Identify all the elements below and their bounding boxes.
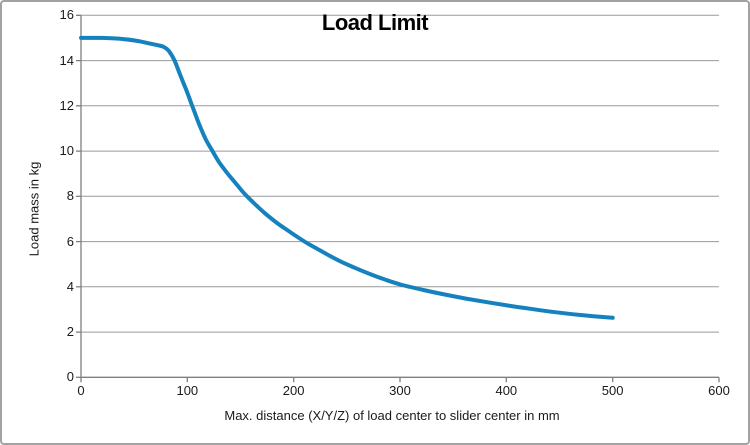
y-tick-label: 14 (59, 52, 74, 68)
y-tick-label: 10 (59, 143, 74, 159)
x-tick-label: 0 (77, 383, 85, 398)
y-tick-label: 4 (66, 278, 74, 294)
x-axis-title: Max. distance (X/Y/Z) of load center to … (224, 408, 560, 423)
x-tick-label: 300 (389, 383, 411, 398)
y-tick-label: 16 (59, 7, 74, 23)
x-tick-label: 600 (708, 383, 730, 398)
x-tick-label: 200 (282, 383, 305, 398)
load-limit-curve (79, 35, 615, 320)
y-tick-label: 0 (66, 369, 74, 385)
x-tick-label: 100 (176, 383, 199, 398)
y-tick-label: 12 (59, 97, 74, 113)
y-tick-label: 2 (66, 324, 74, 340)
y-tick-label: 8 (66, 188, 74, 204)
x-tick-label: 400 (495, 383, 518, 398)
y-tick-label: 6 (66, 233, 74, 249)
x-tick-label: 500 (601, 383, 624, 398)
chart-title: Load Limit (321, 10, 429, 35)
